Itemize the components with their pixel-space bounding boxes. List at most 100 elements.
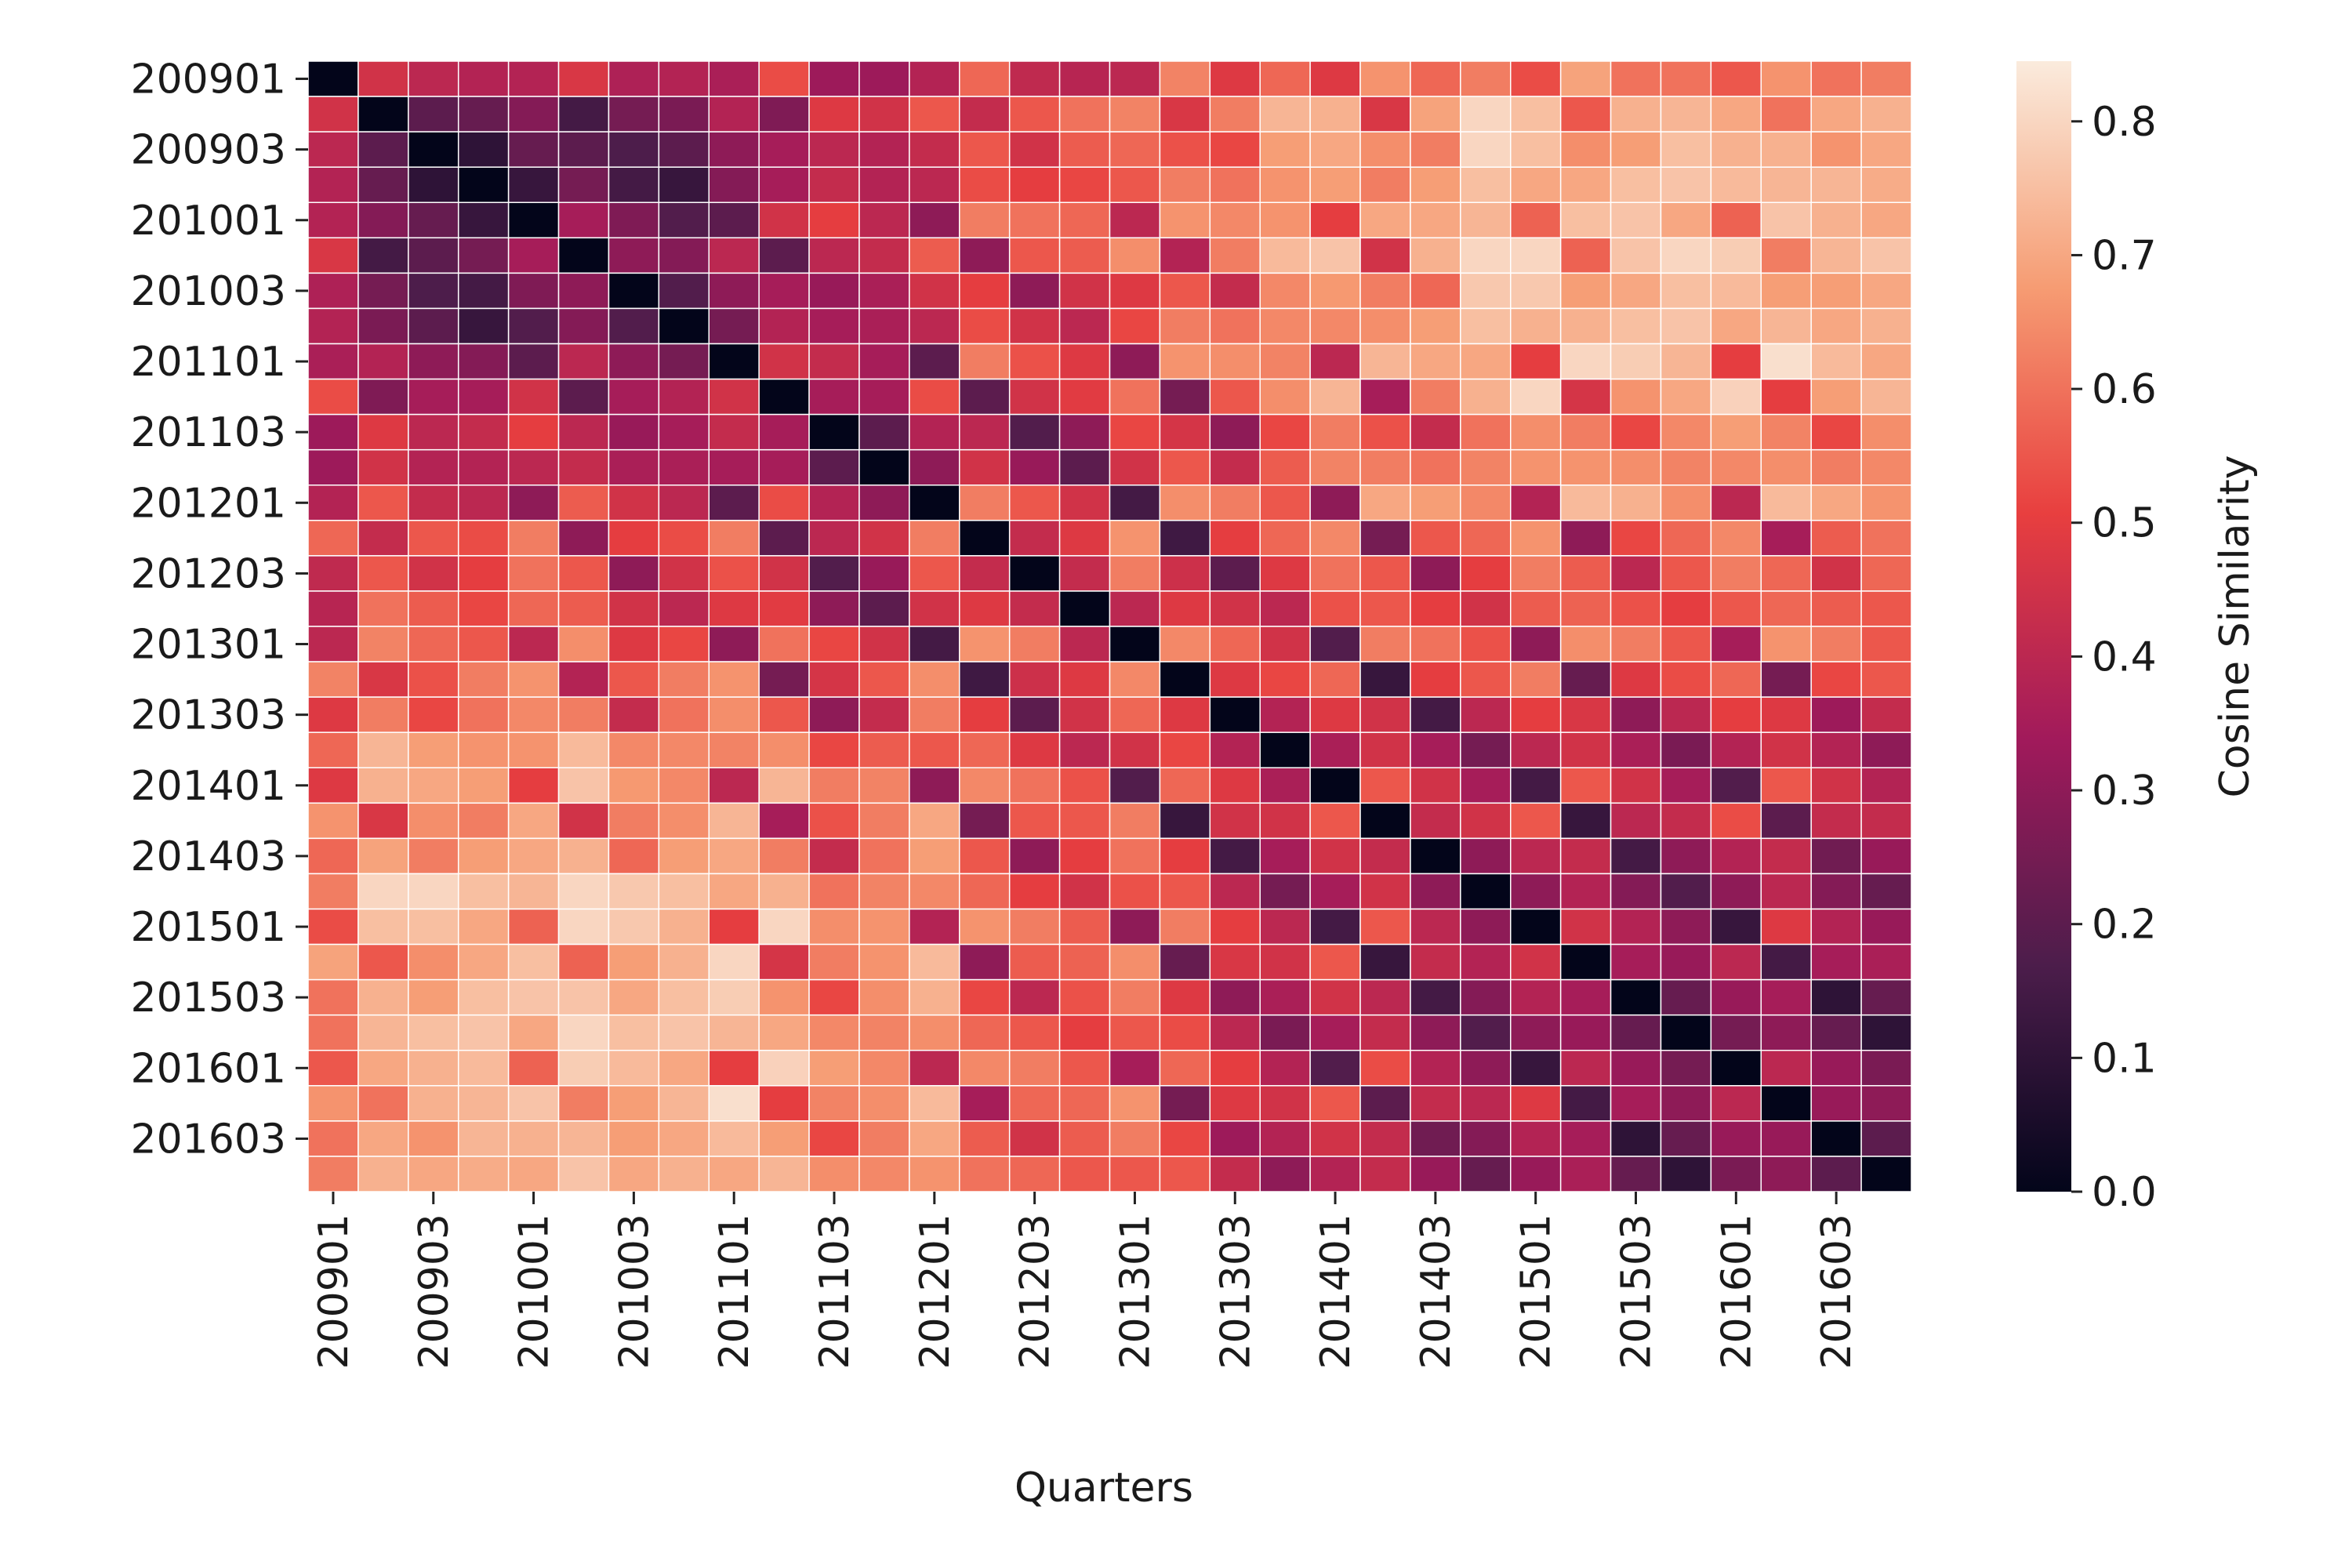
heatmap-cell xyxy=(858,1014,910,1051)
heatmap-cell xyxy=(858,237,910,274)
heatmap-cell xyxy=(1810,1014,1862,1051)
heatmap-cell xyxy=(758,626,810,662)
heatmap-cell xyxy=(708,272,760,310)
heatmap-cell xyxy=(808,1085,860,1122)
heatmap-cell xyxy=(1660,96,1712,132)
heatmap-cell xyxy=(858,767,910,804)
heatmap-cell xyxy=(307,943,359,981)
heatmap-cell xyxy=(1610,1085,1662,1122)
heatmap-cell xyxy=(1660,166,1712,204)
heatmap-cell xyxy=(507,696,560,733)
heatmap-cell xyxy=(1860,837,1912,875)
heatmap-cell xyxy=(1510,60,1562,97)
y-tick-label: 201503 xyxy=(130,975,286,1022)
heatmap-cell xyxy=(1460,555,1512,592)
heatmap-cell xyxy=(1559,661,1612,698)
heatmap-cell xyxy=(959,873,1011,910)
heatmap-cell xyxy=(1410,873,1461,910)
heatmap-cell xyxy=(758,873,810,910)
heatmap-cell xyxy=(457,661,510,698)
heatmap-cell xyxy=(358,272,409,310)
heatmap-cell xyxy=(1559,201,1612,239)
heatmap-cell xyxy=(1410,485,1461,521)
heatmap-cell xyxy=(1610,60,1662,97)
heatmap-cell xyxy=(1760,378,1812,416)
heatmap-cell xyxy=(1510,96,1562,132)
heatmap-cell xyxy=(1309,1156,1361,1192)
heatmap-cell xyxy=(708,908,760,946)
heatmap-cell xyxy=(1008,696,1061,733)
heatmap-cell xyxy=(507,166,560,204)
heatmap-cell xyxy=(408,1120,459,1157)
heatmap-cell xyxy=(1109,590,1161,627)
heatmap-cell xyxy=(1008,837,1061,875)
heatmap-cell xyxy=(808,201,860,239)
heatmap-cell xyxy=(1109,520,1161,557)
heatmap-cell xyxy=(1309,943,1361,981)
heatmap-cell xyxy=(1058,943,1111,981)
heatmap-cell xyxy=(1109,626,1161,662)
heatmap-cell xyxy=(507,96,560,132)
heatmap-cell xyxy=(1309,272,1361,310)
heatmap-cell xyxy=(1710,837,1762,875)
heatmap-cell xyxy=(1309,1085,1361,1122)
heatmap-cell xyxy=(507,731,560,769)
heatmap-cell xyxy=(1209,555,1261,592)
heatmap-cell xyxy=(1410,307,1461,345)
heatmap-cell xyxy=(1410,1014,1461,1051)
heatmap-cell xyxy=(1209,837,1261,875)
heatmap-cell xyxy=(1259,485,1311,521)
heatmap-cell xyxy=(1410,96,1461,132)
heatmap-cell xyxy=(1109,131,1161,168)
heatmap-cell xyxy=(457,626,510,662)
colorbar-tick-label: 0.6 xyxy=(2092,366,2157,413)
heatmap-cell xyxy=(658,626,710,662)
heatmap-cell xyxy=(658,767,710,804)
heatmap-cell xyxy=(1159,272,1211,310)
heatmap-cell xyxy=(557,343,610,380)
heatmap-cell xyxy=(1209,60,1261,97)
heatmap-cell xyxy=(909,1156,960,1192)
heatmap-cell xyxy=(909,802,960,840)
heatmap-cell xyxy=(358,343,409,380)
heatmap-cell xyxy=(1710,272,1762,310)
heatmap-cell xyxy=(708,626,760,662)
heatmap-cell xyxy=(408,413,459,451)
heatmap-cell xyxy=(1159,837,1211,875)
heatmap-cell xyxy=(408,1085,459,1122)
heatmap-cell xyxy=(408,626,459,662)
heatmap-cell xyxy=(1559,307,1612,345)
heatmap-cell xyxy=(1008,626,1061,662)
heatmap-cell xyxy=(1259,978,1311,1016)
heatmap-cell xyxy=(557,413,610,451)
heatmap-cell xyxy=(1309,1050,1361,1087)
heatmap-cell xyxy=(758,96,810,132)
heatmap-cell xyxy=(1460,485,1512,521)
heatmap-cell xyxy=(1410,520,1461,557)
heatmap-cell xyxy=(408,837,459,875)
heatmap-cell xyxy=(1008,131,1061,168)
heatmap-cell xyxy=(1660,908,1712,946)
heatmap-cell xyxy=(307,555,359,592)
heatmap-cell xyxy=(358,802,409,840)
heatmap-cell xyxy=(1860,943,1912,981)
heatmap-cell xyxy=(307,661,359,698)
heatmap-cell xyxy=(1159,131,1211,168)
heatmap-cell xyxy=(1610,237,1662,274)
heatmap-cell xyxy=(1159,626,1211,662)
heatmap-cell xyxy=(1810,131,1862,168)
heatmap-cell xyxy=(1860,1050,1912,1087)
heatmap-cell xyxy=(457,767,510,804)
heatmap-cell xyxy=(358,661,409,698)
heatmap-cell xyxy=(608,873,660,910)
heatmap-cell xyxy=(1710,802,1762,840)
heatmap-cell xyxy=(1460,1050,1512,1087)
heatmap-cell xyxy=(1259,413,1311,451)
heatmap-cell xyxy=(1209,802,1261,840)
heatmap-cell xyxy=(808,555,860,592)
heatmap-cell xyxy=(909,696,960,733)
heatmap-cell xyxy=(1810,413,1862,451)
heatmap-cell xyxy=(1610,96,1662,132)
heatmap-cell xyxy=(1860,661,1912,698)
heatmap-cell xyxy=(557,943,610,981)
